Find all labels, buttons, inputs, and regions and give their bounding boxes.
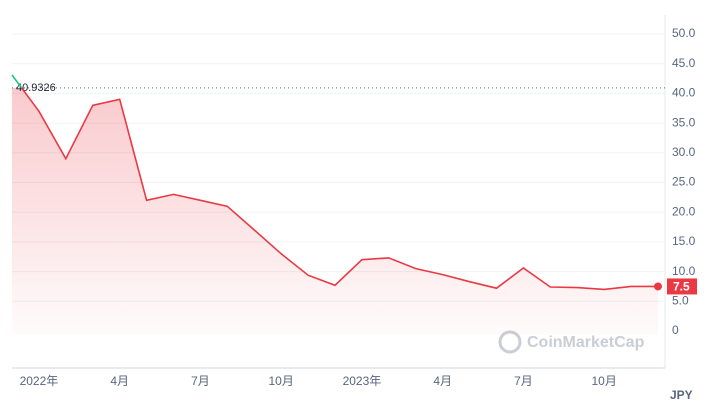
x-tick-label: 10月: [268, 374, 293, 388]
price-line: [20, 87, 658, 291]
y-tick-label: 0: [672, 323, 679, 337]
y-tick-label: 20.0: [672, 204, 696, 218]
y-tick-label: 45.0: [672, 56, 696, 70]
y-tick-label: 40.0: [672, 86, 696, 100]
y-tick-label: 50.0: [672, 26, 696, 40]
x-tick-label: 4月: [110, 374, 129, 388]
x-tick-label: 2023年: [343, 374, 382, 388]
x-tick-label: 10月: [591, 374, 616, 388]
y-tick-label: 25.0: [672, 175, 696, 189]
x-tick-label: 7月: [191, 374, 210, 388]
y-tick-label: 15.0: [672, 234, 696, 248]
y-tick-label: 30.0: [672, 145, 696, 159]
area: [12, 87, 658, 335]
y-tick-label: 5.0: [672, 293, 689, 307]
y-tick-label: 35.0: [672, 115, 696, 129]
currency-label: JPY: [670, 388, 693, 402]
y-tick-label: 10.0: [672, 264, 696, 278]
x-tick-label: 4月: [433, 374, 452, 388]
x-tick-label: 7月: [514, 374, 533, 388]
last-value-box: [667, 278, 697, 295]
reference-label: 40.9326: [16, 82, 56, 94]
x-tick-label: 2022年: [20, 374, 59, 388]
last-point: [654, 282, 662, 291]
watermark-text: CoinMarketCap: [527, 334, 645, 351]
last-value-label: 7.5: [673, 280, 690, 294]
